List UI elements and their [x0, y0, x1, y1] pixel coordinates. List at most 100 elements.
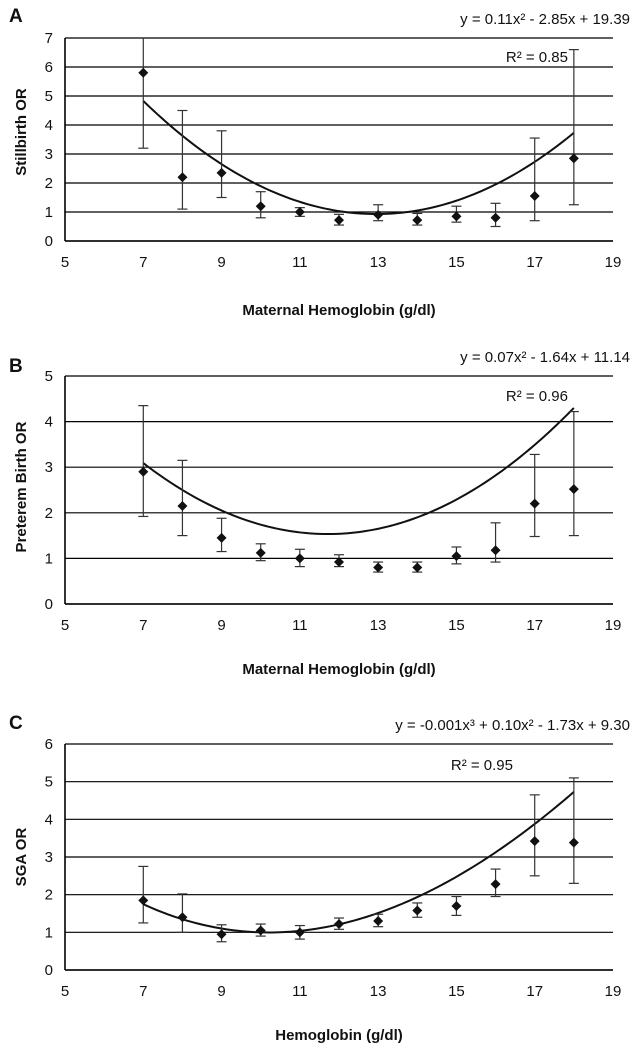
panel-c-r2: R² = 0.95 [451, 757, 513, 774]
panel-a-data-point [568, 153, 579, 164]
panel-a-r2: R² = 0.85 [506, 49, 568, 66]
panel-c-y-tick-label: 2 [45, 887, 53, 904]
panel-a-letter: A [9, 6, 23, 27]
panel-c-data-point [412, 905, 423, 916]
panel-a-trend-curve [142, 100, 575, 216]
panel-b-x-tick-label: 15 [448, 617, 465, 634]
panel-a: A y = 0.11x² - 2.85x + 19.39 R² = 0.85 5… [9, 6, 630, 319]
panel-a-x-tick-label: 15 [448, 254, 465, 271]
panel-b-y-tick-label: 0 [45, 596, 53, 613]
panel-b-x-tick-label: 5 [61, 617, 69, 634]
panel-c-x-tick-label: 15 [448, 983, 465, 1000]
panel-a-y-tick-label: 1 [45, 204, 53, 221]
panel-c-y-tick-label: 3 [45, 849, 53, 866]
panel-c-y-tick-label: 6 [45, 736, 53, 753]
panel-a-error-bars [138, 38, 579, 228]
panel-c-x-tick-label: 13 [370, 983, 387, 1000]
panel-a-x-axis-title: Maternal Hemoglobin (g/dl) [242, 302, 435, 319]
panel-c-x-axis-title: Hemoglobin (g/dl) [275, 1027, 402, 1044]
panel-c-y-tick-label: 4 [45, 811, 53, 828]
panel-a-markers [138, 67, 579, 226]
panel-a-data-point [177, 172, 188, 183]
panel-a-data-point [216, 167, 227, 178]
panel-b-y-tick-label: 3 [45, 459, 53, 476]
panel-b-data-point [490, 545, 501, 556]
panel-a-y-tick-label: 2 [45, 175, 53, 192]
panel-b-x-tick-label: 17 [526, 617, 543, 634]
panel-a-data-point [529, 191, 540, 202]
panel-b-x-tick-label: 13 [370, 617, 387, 634]
panel-b-error-bars [138, 405, 579, 573]
panel-c-data-point [138, 895, 149, 906]
panel-c-x-tick-label: 17 [526, 983, 543, 1000]
panel-c-y-axis-title: SGA OR [13, 828, 30, 887]
panel-b-data-point [138, 466, 149, 477]
panel-b-y-tick-label: 1 [45, 550, 53, 567]
panel-a-error-bar [177, 109, 188, 210]
panel-a-y-axis-title: Stillbirth OR [13, 88, 30, 176]
panel-b-y-axis-title: Preterem Birth OR [13, 421, 30, 552]
panel-a-data-point [334, 215, 344, 226]
panel-c-error-bar [529, 794, 540, 877]
panel-c-x-tick-label: 5 [61, 983, 69, 1000]
panel-a-data-point [373, 209, 384, 220]
panel-c-trend-curve [142, 791, 575, 934]
panel-b-x-axis-title: Maternal Hemoglobin (g/dl) [242, 661, 435, 678]
panel-a-y-tick-label: 6 [45, 59, 53, 76]
panel-b-x-tick-label: 7 [139, 617, 147, 634]
panel-c-x-tick-label: 11 [292, 983, 308, 1000]
panel-c-data-point [255, 925, 266, 936]
panel-b-data-point [451, 551, 462, 562]
panel-c-markers [138, 836, 579, 940]
panel-a-equation: y = 0.11x² - 2.85x + 19.39 [460, 11, 630, 28]
panel-a-data-point [412, 215, 423, 226]
panel-b-data-point [177, 500, 188, 511]
panel-c-equation: y = -0.001x³ + 0.10x² - 1.73x + 9.30 [395, 717, 630, 734]
panel-a-x-ticks: 5 7 9 11 13 15 17 19 [61, 254, 622, 271]
panel-b-error-bar [568, 410, 579, 537]
panel-c-x-ticks: 5 7 9 11 13 15 17 19 [61, 983, 622, 1000]
panel-c-x-tick-label: 19 [605, 983, 622, 1000]
panel-c-error-bars [138, 777, 579, 943]
panel-a-data-point [490, 212, 501, 223]
panel-c-data-point [177, 912, 188, 923]
panel-a-error-bar [568, 48, 579, 206]
panel-c-data-point [294, 927, 305, 938]
panel-b-data-point [216, 532, 227, 543]
panel-a-x-tick-label: 5 [61, 254, 69, 271]
panel-c-error-bar [138, 865, 149, 924]
panel-a-error-bar [138, 38, 149, 149]
panel-b-data-point [373, 562, 384, 573]
panel-b-data-point [529, 498, 540, 509]
panel-a-x-tick-label: 17 [526, 254, 543, 271]
panel-b-grid [64, 375, 613, 605]
panel-a-x-tick-label: 13 [370, 254, 387, 271]
panel-a-x-tick-label: 19 [605, 254, 622, 271]
panel-a-data-point [138, 67, 149, 78]
panel-b-trendline [142, 407, 575, 536]
panel-c-data-point [334, 919, 344, 930]
panel-b-data-point [412, 562, 423, 573]
panel-b-equation: y = 0.07x² - 1.64x + 11.14 [460, 349, 630, 366]
panel-b-data-point [255, 547, 266, 558]
panel-b-y-tick-label: 2 [45, 505, 53, 522]
panel-b-x-tick-label: 11 [292, 617, 308, 634]
panel-a-x-tick-label: 9 [217, 254, 225, 271]
panel-c-error-bar [568, 777, 579, 884]
panel-c-data-point [490, 879, 501, 890]
panel-c-data-point [568, 837, 579, 848]
panel-b-x-ticks: 5 7 9 11 13 15 17 19 [61, 617, 622, 634]
panel-b-y-tick-label: 5 [45, 368, 53, 385]
panel-a-y-tick-label: 5 [45, 88, 53, 105]
panel-b-data-point [334, 557, 344, 568]
panel-a-y-tick-label: 0 [45, 233, 53, 250]
panel-b: B y = 0.07x² - 1.64x + 11.14 R² = 0.96 5… [9, 349, 630, 678]
panel-a-error-bar [529, 137, 540, 222]
panel-b-data-point [568, 484, 579, 495]
panel-b-y-tick-label: 4 [45, 414, 53, 431]
panel-b-x-tick-label: 9 [217, 617, 225, 634]
panel-b-markers [138, 466, 579, 573]
panel-b-error-bar [138, 405, 149, 518]
panel-a-y-tick-label: 4 [45, 117, 53, 134]
